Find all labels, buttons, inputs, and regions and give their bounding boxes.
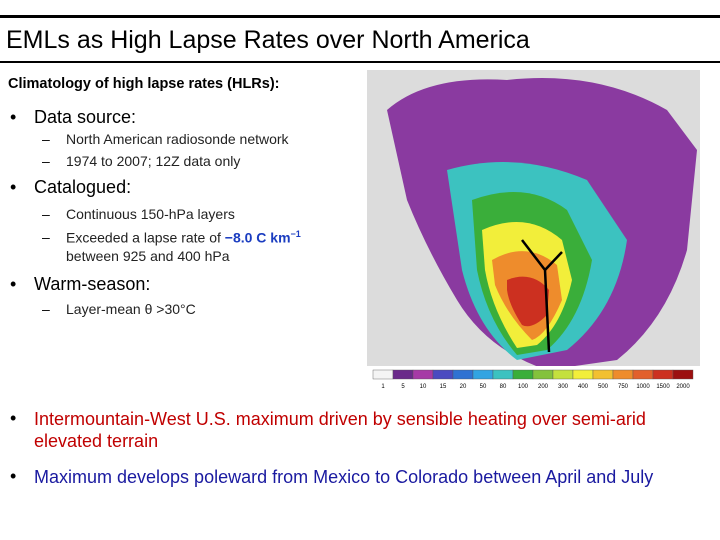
colorbar-label: 80 — [500, 384, 507, 390]
top-rule — [0, 15, 720, 18]
dash: – — [42, 206, 50, 222]
bullet-dot: • — [10, 466, 17, 486]
colorbar-cell — [552, 369, 574, 380]
colorbar-label: 100 — [518, 384, 529, 390]
colorbar-cell — [492, 369, 514, 380]
colorbar-cell — [592, 369, 614, 380]
conclusion: Maximum develops poleward from Mexico to… — [34, 467, 654, 487]
colorbar-cell — [572, 369, 594, 380]
subtitle: Climatology of high lapse rates (HLRs): — [8, 76, 280, 92]
sub-bullet: Exceeded a lapse rate of −8.0 C km−1 — [66, 229, 301, 246]
colorbar-label: 1000 — [636, 384, 650, 390]
colorbar-label: 50 — [480, 384, 487, 390]
sub-bullet: Continuous 150-hPa layers — [66, 206, 235, 222]
colorbar-label: 5 — [401, 384, 405, 390]
colorbar-label: 20 — [460, 384, 467, 390]
bullet-dot: • — [10, 274, 17, 294]
sub-bullet-cont: between 925 and 400 hPa — [66, 248, 230, 264]
sub-bullet: North American radiosonde network — [66, 131, 289, 147]
colorbar-label: 15 — [440, 384, 447, 390]
colorbar-cell — [612, 369, 634, 380]
colorbar-label: 200 — [538, 384, 549, 390]
conclusion: Intermountain-West U.S. maximum driven b… — [34, 409, 646, 451]
bullet-dot: • — [10, 408, 17, 428]
colorbar-label: 400 — [578, 384, 589, 390]
title-rule — [0, 61, 720, 63]
colorbar-label: 2000 — [676, 384, 690, 390]
dash: – — [42, 131, 50, 147]
bullet: Warm-season: — [34, 274, 151, 294]
colorbar-cell — [392, 369, 414, 380]
slide-title: EMLs as High Lapse Rates over North Amer… — [6, 26, 530, 54]
colorbar: 1 5 10 15 20 50 80 100 200 300 400 500 750 1000 1500 20… — [372, 369, 694, 390]
bullet-dot: • — [10, 107, 17, 127]
bullet-dot: • — [10, 177, 17, 197]
colorbar-label: 1 — [381, 384, 385, 390]
colorbar-cell — [532, 369, 554, 380]
colorbar-cell — [452, 369, 474, 380]
bullet: Data source: — [34, 107, 137, 127]
colorbar-cell — [632, 369, 654, 380]
arrows — [521, 239, 563, 353]
colorbar-label: 10 — [420, 384, 427, 390]
sub-bullet: Layer-mean θ >30°C — [66, 301, 196, 317]
lapse-exponent: −1 — [290, 229, 301, 239]
colorbar-label: 500 — [598, 384, 609, 390]
colorbar-cell — [472, 369, 494, 380]
sub-bullet: 1974 to 2007; 12Z data only — [66, 153, 241, 169]
colorbar-cell — [652, 369, 674, 380]
colorbar-cell — [672, 369, 694, 380]
climatology-map: 1 5 10 15 20 50 80 100 200 300 400 500 750 1000 1500 20… — [367, 70, 700, 395]
dash: – — [42, 301, 50, 317]
colorbar-cell — [432, 369, 454, 380]
dash: – — [42, 153, 50, 169]
lapse-value: −8.0 C km — [224, 229, 291, 246]
bullet: Catalogued: — [34, 177, 132, 197]
text: Exceeded a lapse rate of — [66, 229, 221, 246]
colorbar-label: 300 — [558, 384, 569, 390]
colorbar-label: 750 — [618, 384, 629, 390]
dash: – — [42, 229, 50, 245]
colorbar-label: 1500 — [656, 384, 670, 390]
colorbar-cell — [412, 369, 434, 380]
colorbar-cell — [512, 369, 534, 380]
colorbar-cell — [372, 369, 394, 380]
land-red — [507, 276, 549, 327]
